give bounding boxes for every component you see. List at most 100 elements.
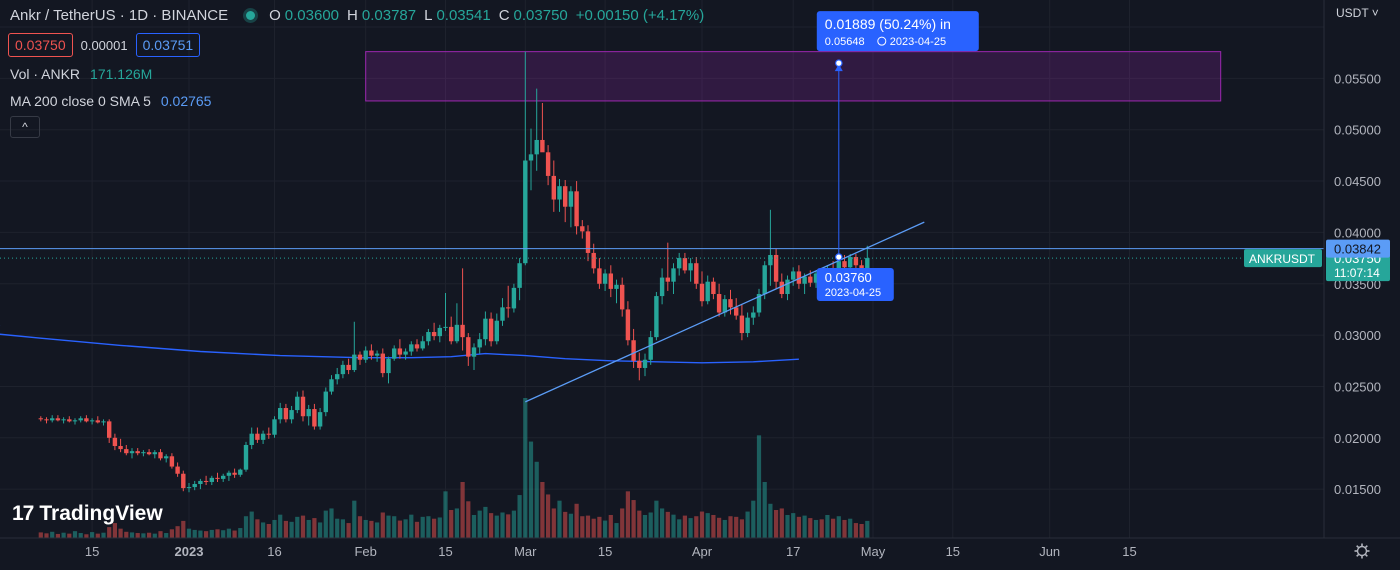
target-zone-rect[interactable] — [365, 51, 1222, 102]
volume-bar — [101, 532, 106, 538]
volume-bar — [597, 516, 602, 538]
time-tick-label: 15 — [946, 544, 960, 559]
volume-bar — [72, 531, 78, 538]
measure-start-handle[interactable] — [834, 253, 843, 261]
ticker-tag-box[interactable] — [1244, 249, 1322, 268]
volume-bar — [660, 508, 665, 538]
volume-bar — [585, 515, 591, 538]
candle-body — [323, 391, 328, 413]
measure-tool[interactable]: 0.01889 (50.24%) in 0.05648 2023-04-25 0.03… — [816, 11, 979, 302]
price-tick-label: 0.02500 — [1334, 379, 1381, 394]
time-tick-label: 2023 — [175, 544, 204, 559]
volume-bar — [232, 530, 237, 538]
price-axis[interactable]: 0.055000.050000.045000.040000.035000.030… — [1244, 0, 1400, 565]
volume-legend[interactable]: Vol · ANKR 171.126M — [10, 66, 152, 82]
volume-bar — [55, 533, 60, 538]
volume-bar — [756, 435, 762, 538]
hline-price-tag[interactable] — [1326, 239, 1390, 258]
volume-bar — [699, 511, 705, 538]
candle-body — [260, 433, 266, 440]
volume-bar — [278, 514, 283, 538]
volume-bar — [728, 516, 733, 538]
volume-bar — [751, 500, 756, 538]
volume-bar — [323, 510, 328, 538]
candle-body — [363, 350, 368, 360]
change-value: +0.00150 (+4.17%) — [575, 7, 705, 24]
candle-body — [540, 139, 545, 153]
sell-button[interactable]: 0.03750 — [8, 33, 73, 57]
tradingview-logo[interactable]: 17 TradingView — [12, 502, 163, 526]
settings-gear-icon[interactable] — [1354, 543, 1370, 559]
candles — [38, 51, 870, 493]
candle-body — [426, 332, 431, 342]
volume-bar — [819, 519, 824, 538]
collapse-legend-button[interactable]: ^ — [10, 116, 40, 138]
candle-body — [141, 452, 146, 454]
candle-body — [808, 276, 813, 283]
candle-body — [72, 420, 78, 422]
volume-bar — [169, 529, 174, 538]
candle-body — [61, 419, 66, 421]
volume-bar — [175, 526, 180, 538]
candle-body — [449, 326, 454, 342]
time-axis[interactable]: 15 2023 16 Feb 15 Mar 15 Apr 17 May 15 Jun 15 — [0, 537, 1400, 565]
candle-body — [716, 294, 722, 313]
candle-body — [392, 348, 397, 359]
candle-body — [203, 480, 209, 482]
volume-bar — [608, 514, 613, 538]
volume-bar — [836, 516, 841, 538]
target-zone[interactable] — [365, 51, 1222, 102]
price-tick-label: 0.05500 — [1334, 71, 1381, 86]
measure-target-date: 2023-04-25 — [890, 36, 946, 48]
candle-body — [175, 466, 180, 474]
volume-bar — [677, 519, 682, 538]
volume-bar — [591, 518, 596, 538]
candle-body — [648, 337, 653, 360]
price-tick-label: 0.01500 — [1334, 482, 1381, 497]
volume-bar — [688, 518, 693, 538]
candle-body — [488, 318, 494, 342]
open-value: 0.03600 — [284, 7, 340, 24]
volume-bar — [665, 511, 670, 538]
candle-body — [751, 312, 756, 318]
currency-selector[interactable]: USDT ˅ — [1336, 6, 1379, 20]
point-label-box[interactable] — [816, 268, 894, 302]
ma-200-line — [0, 324, 799, 364]
buy-button[interactable]: 0.03751 — [135, 33, 201, 57]
ascending-trendline[interactable] — [525, 221, 925, 403]
volume-bar — [796, 516, 801, 538]
volume-bar — [135, 533, 140, 538]
volume-bar — [523, 398, 528, 538]
measure-label-box[interactable] — [816, 11, 979, 52]
volume-bar — [682, 515, 687, 538]
high-label: H — [347, 7, 358, 24]
candle-body — [249, 433, 254, 445]
volume-bar — [249, 511, 254, 538]
candle-body — [460, 324, 465, 338]
candle-body — [762, 265, 767, 295]
candle-body — [608, 273, 613, 289]
candle-body — [836, 261, 841, 274]
volume-bar — [603, 520, 608, 538]
measure-end-handle[interactable] — [834, 59, 843, 67]
ma-legend[interactable]: MA 200 close 0 SMA 5 0.02765 — [10, 93, 211, 109]
candle-body — [791, 271, 796, 280]
candle-body — [232, 472, 237, 475]
volume-bar — [762, 482, 767, 538]
volume-bar — [335, 518, 340, 538]
volume-bar — [722, 519, 727, 538]
symbol-title[interactable]: Ankr / TetherUS · 1D · BINANCE — [10, 7, 229, 24]
volume-bar — [357, 516, 363, 538]
price-tick-label: 0.04000 — [1334, 225, 1381, 240]
drawing-lines[interactable] — [0, 221, 1324, 403]
volume-bar — [568, 513, 573, 538]
candle-body — [414, 344, 420, 349]
high-value: 0.03787 — [361, 7, 417, 24]
volume-bar — [557, 500, 562, 538]
candle-body — [523, 160, 528, 264]
volume-bar — [483, 506, 488, 538]
time-tick-label: 17 — [786, 544, 800, 559]
measure-arrow-icon — [834, 64, 843, 72]
